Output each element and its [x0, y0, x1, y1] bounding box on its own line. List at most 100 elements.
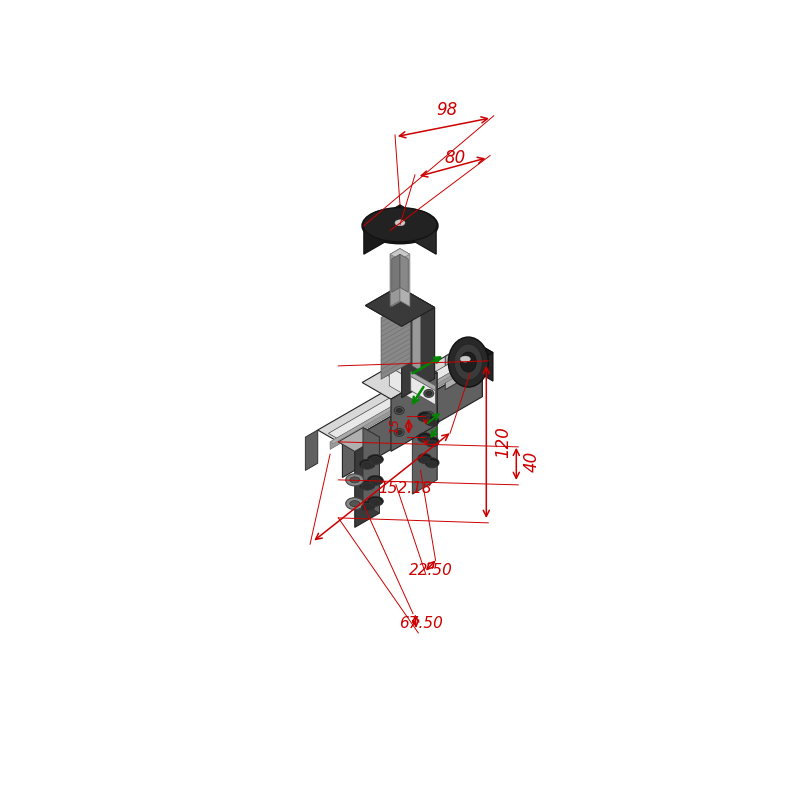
Ellipse shape [420, 414, 430, 421]
Polygon shape [410, 376, 435, 405]
Polygon shape [392, 259, 400, 266]
Ellipse shape [346, 474, 364, 486]
Ellipse shape [370, 498, 382, 506]
Ellipse shape [420, 457, 430, 462]
Text: 22.50: 22.50 [410, 563, 453, 578]
Polygon shape [329, 355, 471, 438]
Polygon shape [466, 352, 470, 360]
Ellipse shape [350, 477, 360, 483]
Text: 98: 98 [436, 101, 458, 119]
Polygon shape [398, 286, 434, 378]
Polygon shape [354, 437, 379, 527]
Polygon shape [392, 256, 400, 264]
Ellipse shape [394, 428, 404, 436]
Polygon shape [392, 285, 400, 292]
Ellipse shape [396, 409, 402, 413]
Ellipse shape [460, 352, 476, 372]
Polygon shape [392, 265, 400, 272]
Polygon shape [306, 430, 318, 470]
Polygon shape [475, 347, 478, 373]
Ellipse shape [426, 414, 432, 418]
Polygon shape [476, 346, 478, 372]
Polygon shape [478, 346, 480, 371]
Ellipse shape [361, 482, 373, 490]
Ellipse shape [361, 503, 373, 511]
Ellipse shape [424, 390, 434, 398]
Polygon shape [392, 254, 400, 292]
Polygon shape [342, 363, 482, 478]
Ellipse shape [396, 430, 402, 434]
Ellipse shape [346, 498, 364, 510]
Polygon shape [474, 348, 476, 374]
Ellipse shape [359, 459, 375, 469]
Polygon shape [460, 343, 493, 362]
Ellipse shape [425, 416, 439, 426]
Polygon shape [330, 368, 458, 450]
Polygon shape [390, 249, 410, 260]
Polygon shape [400, 205, 436, 254]
Polygon shape [392, 287, 400, 295]
Ellipse shape [394, 406, 404, 414]
Polygon shape [400, 254, 408, 292]
Polygon shape [412, 294, 421, 370]
Ellipse shape [370, 478, 382, 486]
Polygon shape [478, 346, 481, 370]
Polygon shape [471, 350, 474, 374]
Ellipse shape [395, 220, 405, 226]
Polygon shape [410, 371, 435, 390]
Polygon shape [338, 428, 379, 451]
Ellipse shape [367, 496, 383, 506]
Ellipse shape [427, 419, 437, 425]
Polygon shape [472, 349, 475, 374]
Polygon shape [462, 344, 478, 382]
Ellipse shape [363, 208, 437, 242]
Polygon shape [480, 345, 482, 370]
Polygon shape [392, 279, 400, 286]
Polygon shape [381, 367, 418, 388]
Ellipse shape [418, 412, 432, 422]
Ellipse shape [427, 440, 437, 446]
Polygon shape [392, 299, 400, 306]
Polygon shape [392, 296, 400, 304]
Ellipse shape [359, 501, 375, 511]
Polygon shape [477, 343, 493, 381]
Polygon shape [392, 276, 400, 284]
Ellipse shape [359, 480, 375, 490]
Polygon shape [362, 356, 437, 399]
Ellipse shape [361, 461, 373, 469]
Polygon shape [412, 404, 437, 494]
Polygon shape [366, 286, 434, 326]
Ellipse shape [367, 454, 383, 465]
Ellipse shape [426, 391, 432, 395]
Polygon shape [364, 205, 400, 254]
Polygon shape [366, 286, 434, 326]
Ellipse shape [425, 458, 439, 468]
Ellipse shape [370, 457, 382, 465]
Ellipse shape [418, 454, 432, 463]
Polygon shape [392, 282, 400, 290]
Polygon shape [402, 307, 434, 398]
Polygon shape [390, 249, 400, 306]
Ellipse shape [420, 435, 430, 442]
Polygon shape [392, 262, 400, 270]
Text: 40: 40 [522, 450, 540, 471]
Polygon shape [412, 294, 421, 370]
Polygon shape [400, 249, 410, 306]
Ellipse shape [460, 356, 470, 362]
Ellipse shape [448, 337, 488, 387]
Polygon shape [392, 274, 400, 281]
Text: 67.50: 67.50 [398, 616, 442, 631]
Polygon shape [363, 428, 379, 513]
Text: 120: 120 [494, 426, 512, 458]
Text: 15: 15 [388, 418, 401, 434]
Ellipse shape [362, 208, 438, 244]
Ellipse shape [418, 433, 432, 442]
Ellipse shape [367, 475, 383, 486]
Polygon shape [330, 368, 461, 444]
Ellipse shape [350, 501, 360, 506]
Polygon shape [392, 267, 400, 275]
Polygon shape [390, 367, 418, 402]
Ellipse shape [424, 411, 434, 419]
Polygon shape [381, 300, 410, 379]
Text: 80: 80 [445, 149, 466, 166]
